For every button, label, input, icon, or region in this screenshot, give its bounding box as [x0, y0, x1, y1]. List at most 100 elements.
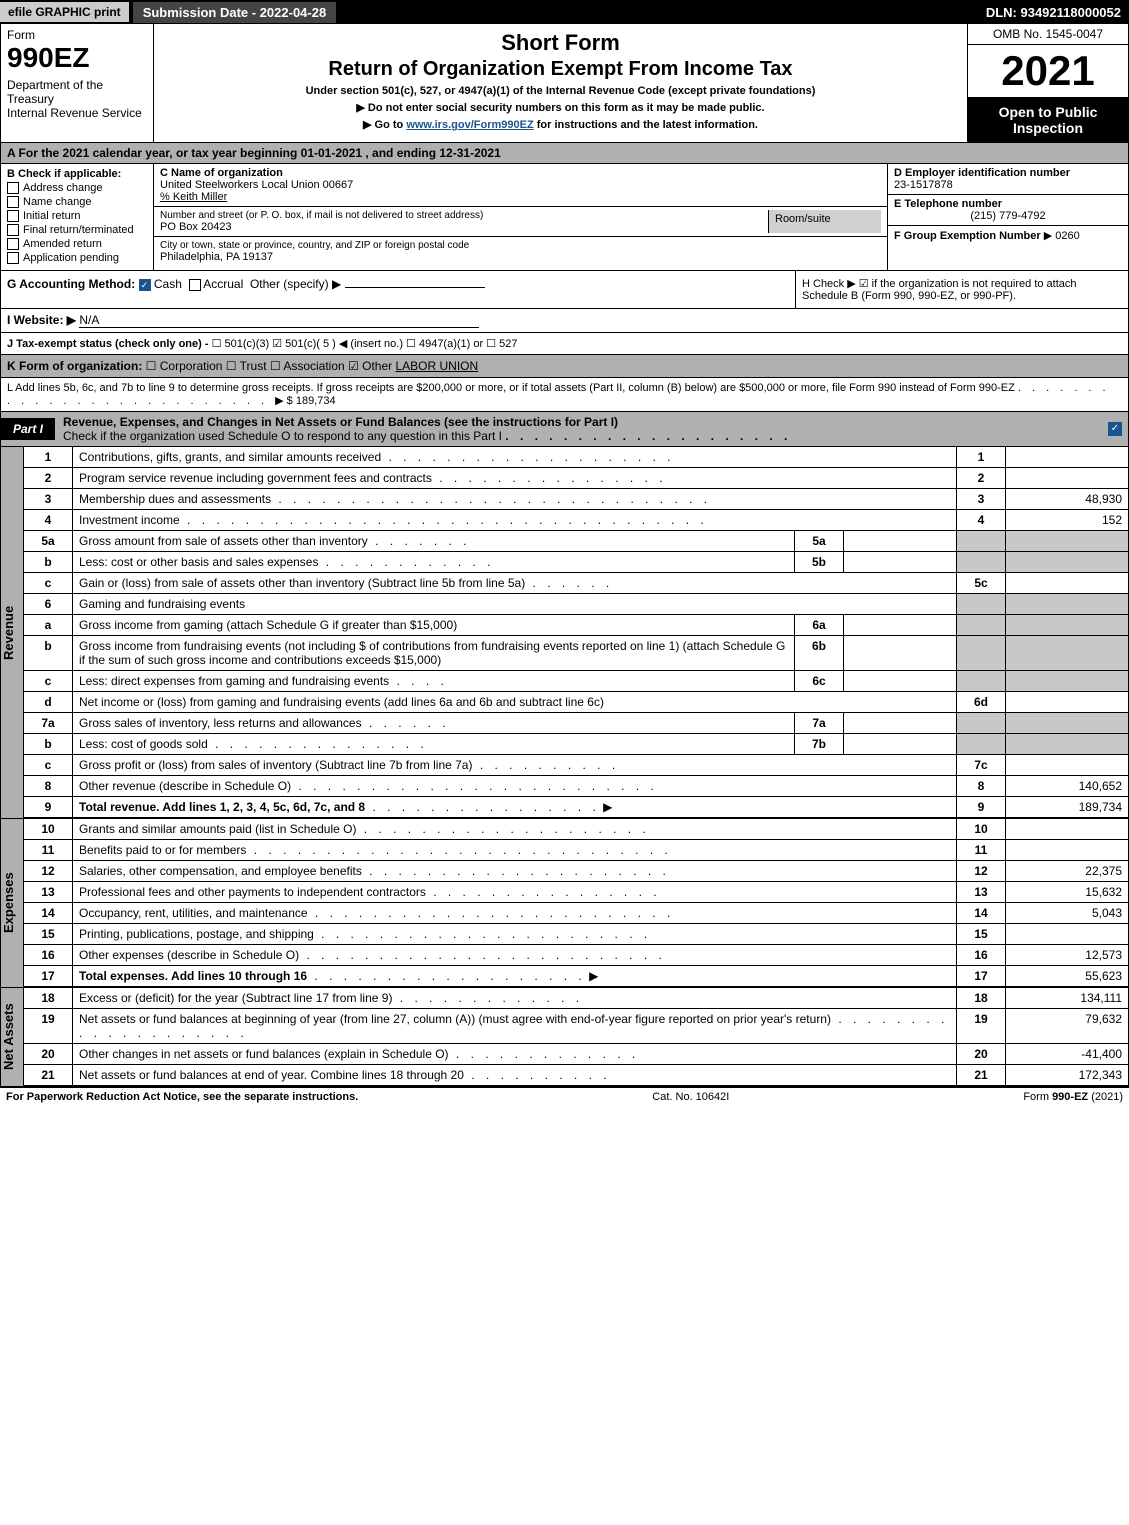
line-5a: 5aGross amount from sale of assets other… — [24, 531, 1129, 552]
form-number: 990EZ — [7, 42, 147, 74]
line-6b: bGross income from fundraising events (n… — [24, 636, 1129, 671]
line-7b: bLess: cost of goods sold . . . . . . . … — [24, 734, 1129, 755]
g-label: G Accounting Method: — [7, 277, 135, 291]
k-options: ☐ Corporation ☐ Trust ☐ Association ☑ Ot… — [146, 359, 392, 373]
chk-initial-return[interactable]: Initial return — [7, 210, 147, 222]
top-bar: efile GRAPHIC print Submission Date - 20… — [0, 0, 1129, 24]
revenue-table: 1Contributions, gifts, grants, and simil… — [23, 447, 1129, 818]
title-short-form: Short Form — [160, 30, 961, 56]
subtitle-3-post: for instructions and the latest informat… — [534, 119, 758, 131]
line-11: 11Benefits paid to or for members . . . … — [24, 840, 1129, 861]
checkbox-icon — [189, 279, 201, 291]
f-value: ▶ 0260 — [1044, 230, 1080, 242]
public-inspection: Open to Public Inspection — [968, 98, 1128, 142]
efile-graphic-print-button[interactable]: efile GRAPHIC print — [0, 2, 129, 22]
c-label: C Name of organization — [160, 167, 881, 179]
line-13: 13Professional fees and other payments t… — [24, 882, 1129, 903]
tax-year: 2021 — [968, 45, 1128, 98]
footer-right: Form 990-EZ (2021) — [1023, 1091, 1123, 1103]
net-assets-section: Net Assets 18Excess or (deficit) for the… — [0, 988, 1129, 1087]
omb-number: OMB No. 1545-0047 — [968, 24, 1128, 45]
f-group: F Group Exemption Number ▶ 0260 — [888, 226, 1128, 270]
expenses-section: Expenses 10Grants and similar amounts pa… — [0, 819, 1129, 988]
org-name: United Steelworkers Local Union 00667 — [160, 179, 881, 191]
title-return: Return of Organization Exempt From Incom… — [160, 58, 961, 81]
checkbox-icon — [7, 238, 19, 250]
line-3: 3Membership dues and assessments . . . .… — [24, 489, 1129, 510]
checkbox-icon — [7, 196, 19, 208]
i-value: N/A — [79, 313, 99, 327]
header-center: Short Form Return of Organization Exempt… — [154, 24, 968, 142]
chk-final-return[interactable]: Final return/terminated — [7, 224, 147, 236]
line-5b: bLess: cost or other basis and sales exp… — [24, 552, 1129, 573]
row-k-org-form: K Form of organization: ☐ Corporation ☐ … — [0, 355, 1129, 378]
subtitle-3: ▶ Go to www.irs.gov/Form990EZ for instru… — [160, 118, 961, 131]
dept-label: Department of the Treasury Internal Reve… — [7, 78, 147, 120]
city-value: Philadelphia, PA 19137 — [160, 251, 881, 263]
chk-address-change[interactable]: Address change — [7, 182, 147, 194]
b-label: B Check if applicable: — [7, 168, 147, 180]
footer-left: For Paperwork Reduction Act Notice, see … — [6, 1091, 358, 1103]
footer-mid: Cat. No. 10642I — [652, 1091, 729, 1103]
col-c-org: C Name of organization United Steelworke… — [154, 164, 887, 270]
submission-date-button[interactable]: Submission Date - 2022-04-28 — [133, 2, 337, 23]
part-1-tag: Part I — [1, 418, 55, 440]
subtitle-3-pre: ▶ Go to — [363, 119, 406, 131]
care-of: % Keith Miller — [160, 191, 881, 203]
line-19: 19Net assets or fund balances at beginni… — [24, 1009, 1129, 1044]
expenses-table: 10Grants and similar amounts paid (list … — [23, 819, 1129, 987]
e-label: E Telephone number — [894, 198, 1122, 210]
g-accounting: G Accounting Method: ✓ Cash Accrual Othe… — [1, 271, 795, 308]
check-icon: ✓ — [1108, 422, 1122, 436]
part-1-header: Part I Revenue, Expenses, and Changes in… — [0, 412, 1129, 447]
col-def: D Employer identification number 23-1517… — [887, 164, 1128, 270]
d-label: D Employer identification number — [894, 167, 1122, 179]
room-suite: Room/suite — [768, 210, 881, 233]
k-label: K Form of organization: — [7, 359, 142, 373]
c-city-row: City or town, state or province, country… — [154, 237, 887, 266]
line-10: 10Grants and similar amounts paid (list … — [24, 819, 1129, 840]
l-text: L Add lines 5b, 6c, and 7b to line 9 to … — [7, 382, 1015, 394]
line-6a: aGross income from gaming (attach Schedu… — [24, 615, 1129, 636]
irs-link[interactable]: www.irs.gov/Form990EZ — [406, 119, 533, 131]
checkbox-icon — [7, 182, 19, 194]
form-word: Form — [7, 28, 147, 42]
net-assets-table: 18Excess or (deficit) for the year (Subt… — [23, 988, 1129, 1086]
street-value: PO Box 20423 — [160, 221, 768, 233]
header-left: Form 990EZ Department of the Treasury In… — [1, 24, 154, 142]
line-16: 16Other expenses (describe in Schedule O… — [24, 945, 1129, 966]
c-name-row: C Name of organization United Steelworke… — [154, 164, 887, 207]
line-7a: 7aGross sales of inventory, less returns… — [24, 713, 1129, 734]
line-2: 2Program service revenue including gover… — [24, 468, 1129, 489]
c-street-row: Number and street (or P. O. box, if mail… — [154, 207, 887, 237]
row-j-tax-exempt: J Tax-exempt status (check only one) - ☐… — [0, 333, 1129, 355]
row-l-gross-receipts: L Add lines 5b, 6c, and 7b to line 9 to … — [0, 378, 1129, 412]
l-value: ▶ $ 189,734 — [275, 395, 335, 407]
line-7c: cGross profit or (loss) from sales of in… — [24, 755, 1129, 776]
line-12: 12Salaries, other compensation, and empl… — [24, 861, 1129, 882]
chk-amended-return[interactable]: Amended return — [7, 238, 147, 250]
line-17: 17Total expenses. Add lines 10 through 1… — [24, 966, 1129, 987]
revenue-section: Revenue 1Contributions, gifts, grants, a… — [0, 447, 1129, 819]
line-6d: dNet income or (loss) from gaming and fu… — [24, 692, 1129, 713]
row-a-tax-year: A For the 2021 calendar year, or tax yea… — [0, 143, 1129, 164]
header-right: OMB No. 1545-0047 2021 Open to Public In… — [968, 24, 1128, 142]
line-4: 4Investment income . . . . . . . . . . .… — [24, 510, 1129, 531]
checkbox-icon — [7, 210, 19, 222]
f-label: F Group Exemption Number — [894, 230, 1041, 242]
expenses-vlabel: Expenses — [1, 819, 23, 987]
line-21: 21Net assets or fund balances at end of … — [24, 1065, 1129, 1086]
chk-name-change[interactable]: Name change — [7, 196, 147, 208]
line-15: 15Printing, publications, postage, and s… — [24, 924, 1129, 945]
form-header: Form 990EZ Department of the Treasury In… — [0, 24, 1129, 143]
j-label: J Tax-exempt status (check only one) - — [7, 338, 209, 350]
subtitle-1: Under section 501(c), 527, or 4947(a)(1)… — [160, 85, 961, 97]
e-value: (215) 779-4792 — [894, 210, 1122, 222]
line-6c: cLess: direct expenses from gaming and f… — [24, 671, 1129, 692]
col-b-checkboxes: B Check if applicable: Address change Na… — [1, 164, 154, 270]
row-i-website: I Website: ▶ N/A — [0, 309, 1129, 333]
chk-application-pending[interactable]: Application pending — [7, 252, 147, 264]
dln-label: DLN: 93492118000052 — [986, 5, 1129, 20]
d-value: 23-1517878 — [894, 179, 1122, 191]
row-gh: G Accounting Method: ✓ Cash Accrual Othe… — [0, 271, 1129, 309]
